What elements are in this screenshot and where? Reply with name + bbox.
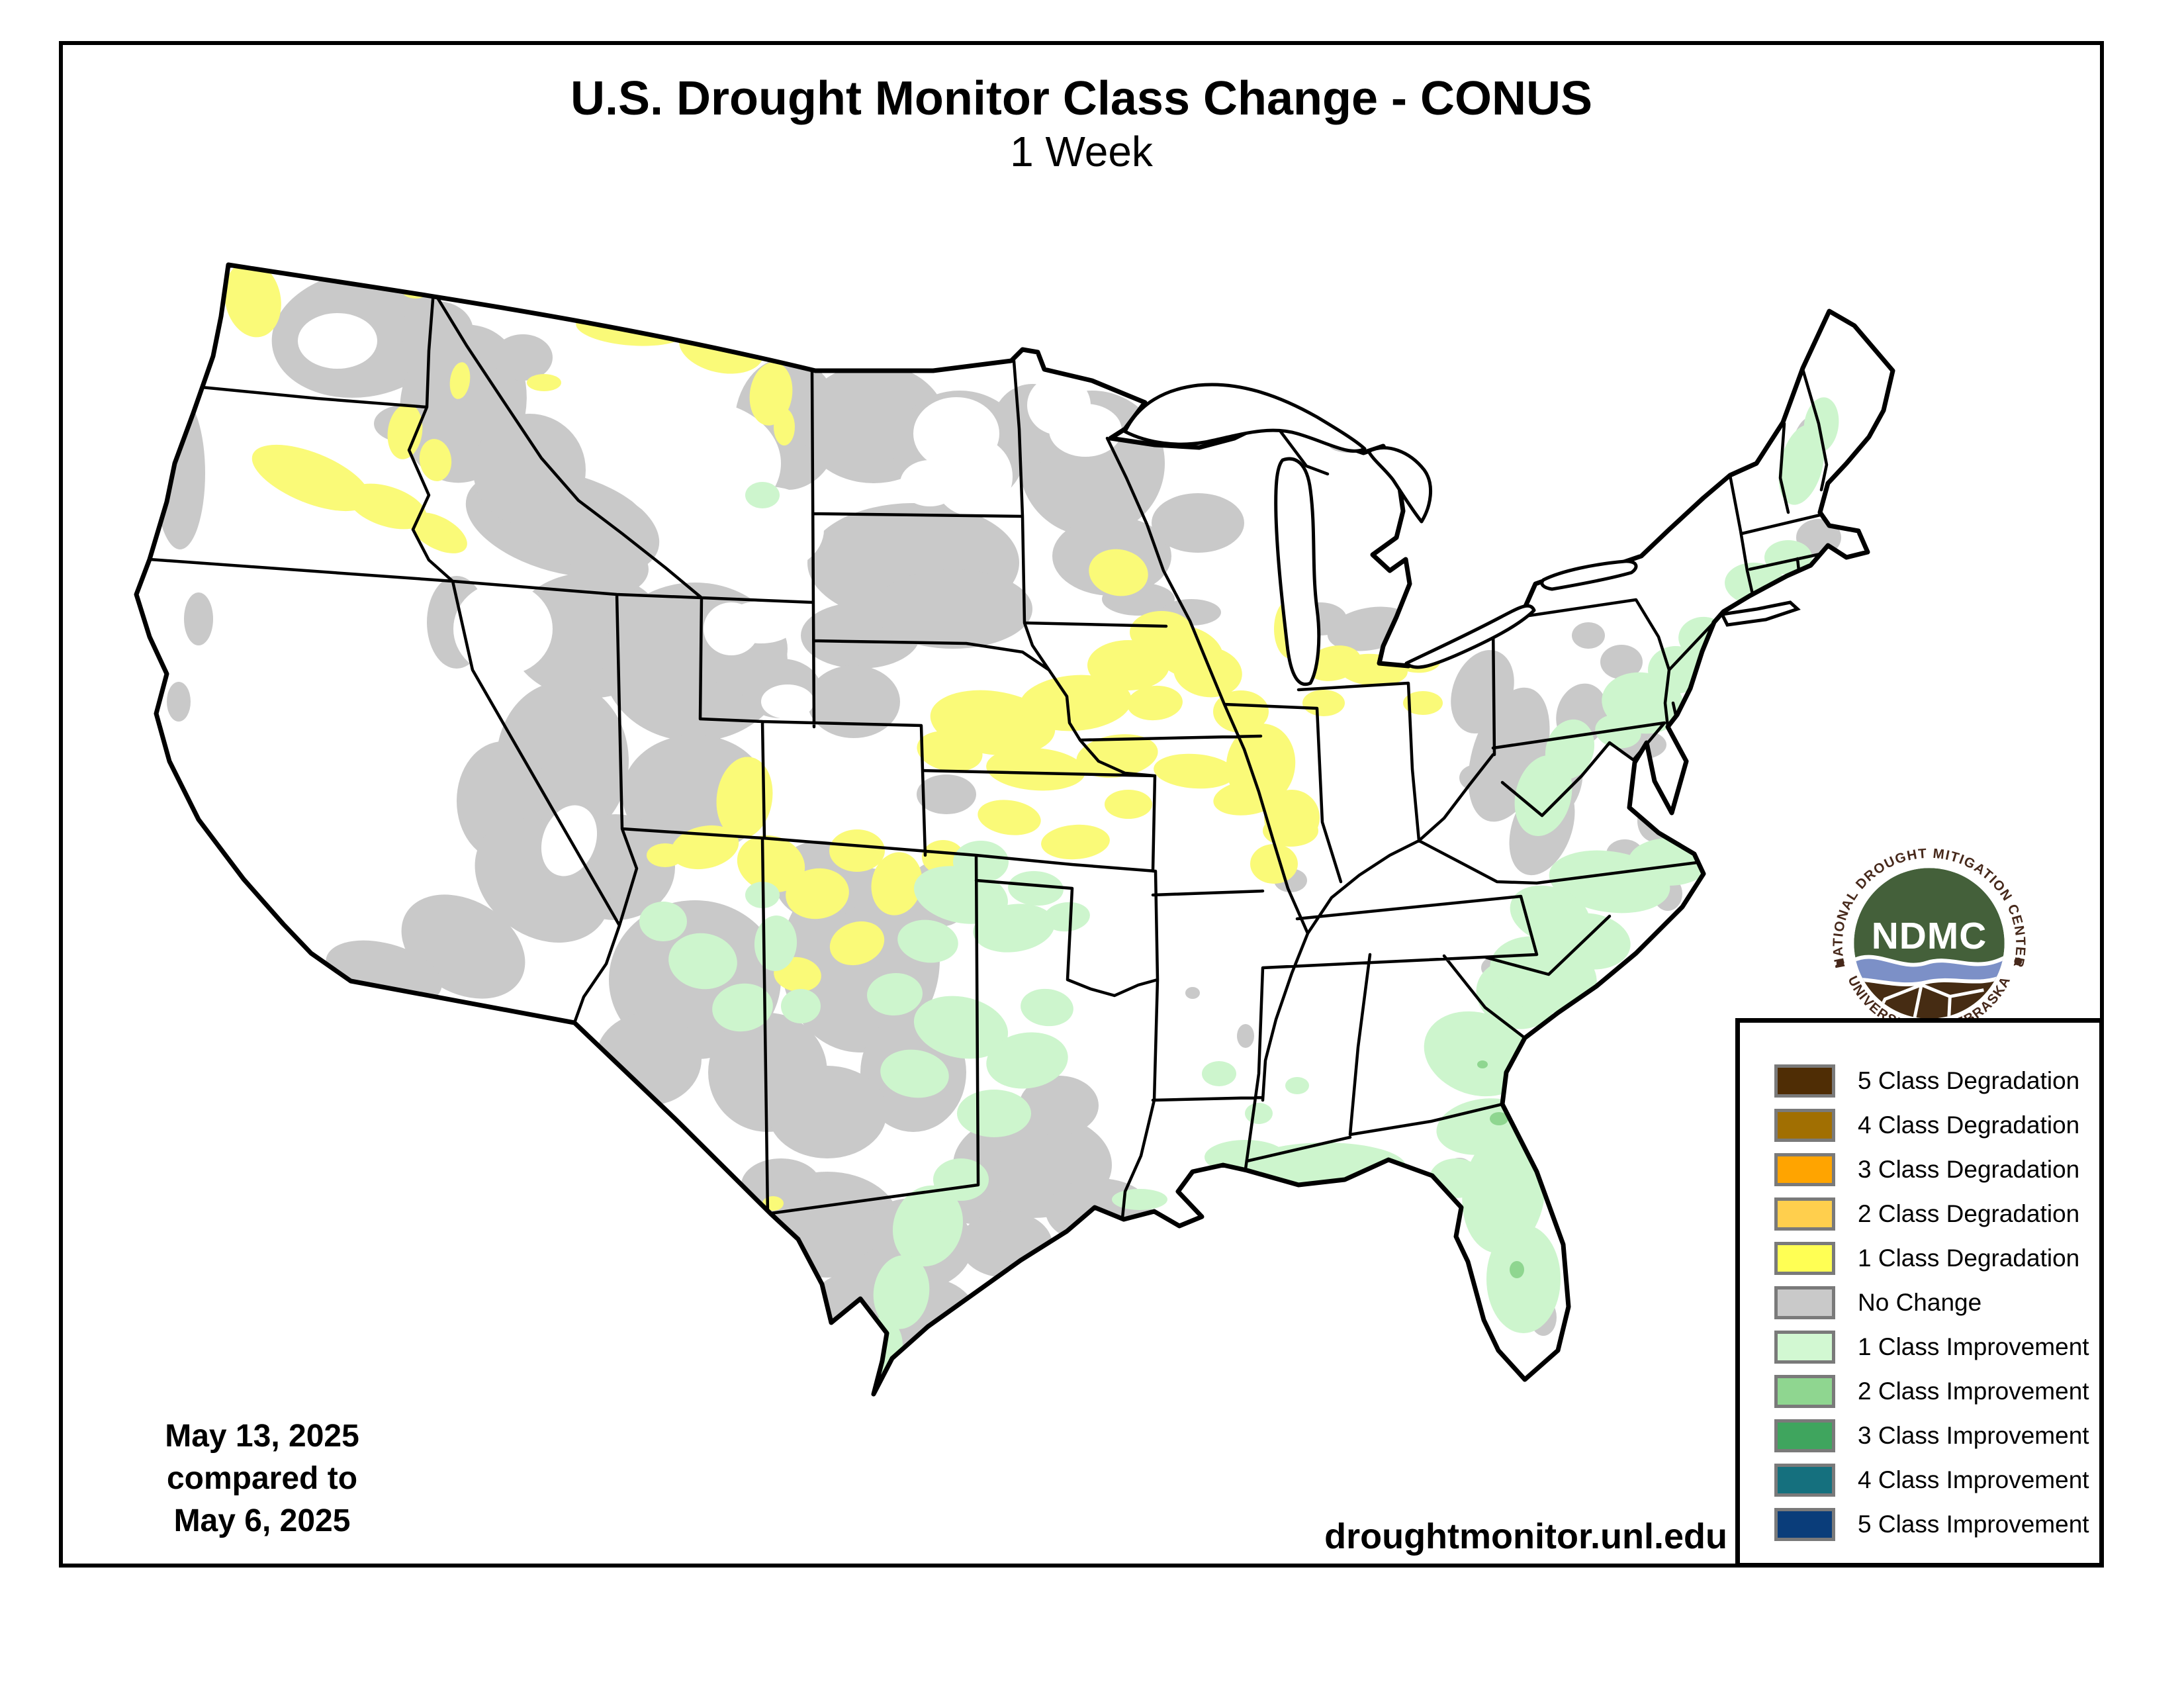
legend-row: 1 Class Improvement [1740,1331,2099,1364]
improvement-1-regions [639,397,1839,1394]
legend-row: 4 Class Improvement [1740,1464,2099,1497]
legend-label: 1 Class Improvement [1858,1333,2089,1360]
legend-swatch-2-class-degradation [1774,1197,1835,1231]
legend-row: 2 Class Degradation [1740,1197,2099,1231]
legend-label: 2 Class Degradation [1858,1200,2080,1227]
legend-label: 4 Class Degradation [1858,1111,2080,1139]
legend-label: 3 Class Degradation [1858,1156,2080,1183]
improvement-2-regions [1477,1060,1524,1278]
legend: 5 Class Degradation 4 Class Degradation … [1735,1018,2104,1568]
date-note: May 13, 2025 compared to May 6, 2025 [97,1415,428,1542]
lake-erie [1404,604,1536,669]
lake-huron [1367,446,1433,524]
date-line-compared: compared to [166,1461,358,1496]
legend-label: 3 Class Improvement [1858,1422,2089,1449]
legend-swatch-2-class-improvement [1774,1375,1835,1408]
map-frame [59,41,2104,1568]
legend-swatch-5-class-degradation [1774,1064,1835,1098]
legend-row: 1 Class Degradation [1740,1242,2099,1275]
legend-swatch-no-change [1774,1286,1835,1319]
logo-acronym: NDMC [1872,915,1987,957]
date-line-current: May 13, 2025 [165,1419,359,1454]
long-island [1719,600,1801,627]
page-subtitle: 1 Week [1010,128,1153,175]
legend-label: 5 Class Improvement [1858,1511,2089,1538]
legend-swatch-1-class-improvement [1774,1331,1835,1364]
degradation-1-regions [224,265,1443,1211]
legend-row: 5 Class Improvement [1740,1508,2099,1541]
legend-label: 4 Class Improvement [1858,1466,2089,1493]
date-line-previous: May 6, 2025 [173,1503,351,1538]
legend-swatch-5-class-improvement [1774,1508,1835,1541]
legend-row: No Change [1740,1286,2099,1319]
page-title: U.S. Drought Monitor Class Change - CONU… [570,72,1593,125]
legend-label: 2 Class Improvement [1858,1378,2089,1405]
legend-row: 4 Class Degradation [1740,1109,2099,1142]
legend-row: 2 Class Improvement [1740,1375,2099,1408]
legend-swatch-3-class-degradation [1774,1153,1835,1186]
conus-outline [134,262,1895,1397]
legend-label: No Change [1858,1289,1982,1316]
site-url: droughtmonitor.unl.edu [1324,1517,1727,1556]
legend-label: 5 Class Degradation [1858,1067,2080,1094]
legend-swatch-3-class-improvement [1774,1419,1835,1452]
legend-swatch-4-class-improvement [1774,1464,1835,1497]
no-drought-pockets [298,313,1122,876]
lake-michigan [1274,457,1321,686]
state-borders [148,289,1831,1220]
legend-row: 3 Class Degradation [1740,1153,2099,1186]
lake-superior [1123,383,1367,453]
logo-river [1854,953,2005,986]
legend-swatch-1-class-degradation [1774,1242,1835,1275]
legend-row: 3 Class Improvement [1740,1419,2099,1452]
legend-row: 5 Class Degradation [1740,1064,2099,1098]
ndmc-logo: NDMC NATIONAL DROUGHT MITIGATION CENTER … [1830,842,2028,1045]
legend-label: 1 Class Degradation [1858,1244,2080,1272]
lake-ontario [1540,559,1638,591]
legend-swatch-4-class-degradation [1774,1109,1835,1142]
